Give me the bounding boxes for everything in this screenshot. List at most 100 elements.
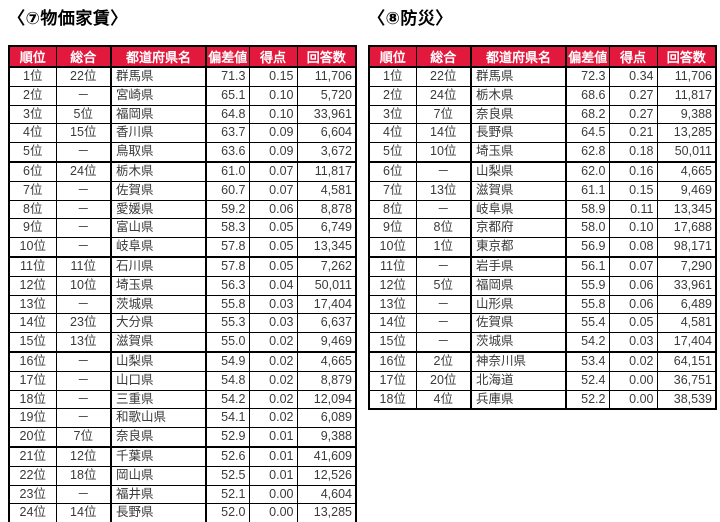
prefecture-cell: 栃木県 xyxy=(470,85,567,106)
overall-rank-cell: 14位 xyxy=(55,503,112,522)
responses-cell: 3,672 xyxy=(296,142,357,163)
prefecture-cell: 岐阜県 xyxy=(470,199,567,220)
table-row: 5位－鳥取県 63.6 0.09 3,672 xyxy=(8,142,357,163)
rank-cell: 12位 xyxy=(8,275,57,296)
rank-cell: 1位 xyxy=(8,66,57,87)
responses-cell: 12,094 xyxy=(296,389,357,410)
responses-cell: 17,404 xyxy=(656,332,717,353)
deviation-cell: 56.1 xyxy=(565,256,610,277)
deviation-cell: 53.4 xyxy=(565,351,610,372)
rank-cell: 2位 xyxy=(8,85,57,106)
rank-cell: 19位 xyxy=(8,408,57,429)
score-cell: 0.34 xyxy=(608,66,658,87)
header-row: 順位 総合 都道府県名 偏差値 得点 回答数 xyxy=(8,45,357,68)
table-row: 3位 5位 福岡県 64.8 0.10 33,961 xyxy=(8,104,357,125)
prefecture-cell: 長野県 xyxy=(470,123,567,144)
prefecture-cell: 富山県 xyxy=(110,218,207,239)
responses-cell: 13,345 xyxy=(296,237,357,258)
table-row: 21位 12位 千葉県 52.6 0.01 41,609 xyxy=(8,446,357,467)
deviation-cell: 54.8 xyxy=(205,370,250,391)
table-row: 10位－岐阜県 57.8 0.05 13,345 xyxy=(8,237,357,258)
responses-cell: 4,665 xyxy=(656,161,717,182)
rank-cell: 3位 xyxy=(368,104,417,125)
table-row: 17位 20位 北海道 52.4 0.00 36,751 xyxy=(368,370,717,391)
responses-cell: 11,817 xyxy=(656,85,717,106)
rank-cell: 12位 xyxy=(368,275,417,296)
overall-rank-cell: － xyxy=(55,294,112,315)
prefecture-cell: 岐阜県 xyxy=(110,237,207,258)
prefecture-cell: 山梨県 xyxy=(110,351,207,372)
score-cell: 0.02 xyxy=(248,408,298,429)
overall-rank-cell: － xyxy=(415,332,472,353)
prefecture-cell: 山口県 xyxy=(110,370,207,391)
score-cell: 0.27 xyxy=(608,104,658,125)
table-row: 14位 23位 大分県 55.3 0.03 6,637 xyxy=(8,313,357,334)
deviation-cell: 54.2 xyxy=(565,332,610,353)
prefecture-cell: 奈良県 xyxy=(110,427,207,448)
disaster-prevention-table-title: 〈⑧防災〉 xyxy=(368,9,453,28)
deviation-cell: 61.0 xyxy=(205,161,250,182)
overall-rank-cell: － xyxy=(415,199,472,220)
rank-cell: 7位 xyxy=(8,180,57,201)
table-row: 18位 4位 兵庫県 52.2 0.00 38,539 xyxy=(368,389,717,410)
responses-cell: 13,285 xyxy=(296,503,357,522)
prefecture-cell: 長野県 xyxy=(110,503,207,522)
disaster-prevention-ranking-table: 順位 総合 都道府県名 偏差値 得点 回答数 1位 22位 群馬県 72.3 0.34 11,706… xyxy=(368,45,717,411)
responses-cell: 11,706 xyxy=(656,66,717,87)
overall-rank-cell: 24位 xyxy=(55,161,112,182)
prefecture-cell: 和歌山県 xyxy=(110,408,207,429)
responses-cell: 33,961 xyxy=(296,104,357,125)
score-cell: 0.08 xyxy=(608,237,658,258)
rank-cell: 6位 xyxy=(368,161,417,182)
rank-cell: 4位 xyxy=(368,123,417,144)
score-cell: 0.05 xyxy=(608,313,658,334)
overall-rank-cell: － xyxy=(55,370,112,391)
deviation-cell: 64.8 xyxy=(205,104,250,125)
score-cell: 0.06 xyxy=(608,275,658,296)
responses-cell: 7,262 xyxy=(296,256,357,277)
score-cell: 0.05 xyxy=(248,256,298,277)
price-rent-ranking-table: 順位 総合 都道府県名 偏差値 得点 回答数 1位 22位 群馬県 71.3 0.15 11,706… xyxy=(8,45,357,522)
prefecture-cell: 埼玉県 xyxy=(470,142,567,163)
table-row: 7位－佐賀県 60.7 0.07 4,581 xyxy=(8,180,357,201)
overall-rank-cell: 15位 xyxy=(55,123,112,144)
responses-cell: 8,879 xyxy=(296,370,357,391)
overall-rank-cell: 12位 xyxy=(55,446,112,467)
overall-rank-cell: － xyxy=(55,218,112,239)
responses-cell: 11,817 xyxy=(296,161,357,182)
rank-cell: 7位 xyxy=(368,180,417,201)
responses-cell: 50,011 xyxy=(296,275,357,296)
responses-cell: 41,609 xyxy=(296,446,357,467)
overall-rank-cell: 10位 xyxy=(415,142,472,163)
deviation-cell: 52.6 xyxy=(205,446,250,467)
table-row: 13位－茨城県 55.8 0.03 17,404 xyxy=(8,294,357,315)
overall-rank-cell: － xyxy=(415,161,472,182)
header-row: 順位 総合 都道府県名 偏差値 得点 回答数 xyxy=(368,45,717,68)
score-cell: 0.07 xyxy=(608,256,658,277)
rank-cell: 24位 xyxy=(8,503,57,522)
responses-cell: 6,489 xyxy=(656,294,717,315)
overall-rank-cell: 2位 xyxy=(415,351,472,372)
price-rent-table-title: 〈⑦物価家賃〉 xyxy=(8,9,128,28)
responses-cell: 36,751 xyxy=(656,370,717,391)
table-row: 13位－山形県 55.8 0.06 6,489 xyxy=(368,294,717,315)
table-row: 8位－愛媛県 59.2 0.06 8,878 xyxy=(8,199,357,220)
overall-rank-cell: 7位 xyxy=(55,427,112,448)
score-cell: 0.05 xyxy=(248,218,298,239)
column-header: 回答数 xyxy=(296,45,357,68)
deviation-cell: 58.0 xyxy=(565,218,610,239)
deviation-cell: 56.3 xyxy=(205,275,250,296)
rank-cell: 16位 xyxy=(8,351,57,372)
deviation-cell: 63.6 xyxy=(205,142,250,163)
prefecture-cell: 埼玉県 xyxy=(110,275,207,296)
table-row: 12位 10位 埼玉県 56.3 0.04 50,011 xyxy=(8,275,357,296)
deviation-cell: 56.9 xyxy=(565,237,610,258)
rank-cell: 8位 xyxy=(368,199,417,220)
rank-cell: 9位 xyxy=(8,218,57,239)
deviation-cell: 54.1 xyxy=(205,408,250,429)
score-cell: 0.15 xyxy=(248,66,298,87)
rank-cell: 22位 xyxy=(8,465,57,486)
rank-cell: 18位 xyxy=(8,389,57,410)
overall-rank-cell: 11位 xyxy=(55,256,112,277)
deviation-cell: 54.2 xyxy=(205,389,250,410)
